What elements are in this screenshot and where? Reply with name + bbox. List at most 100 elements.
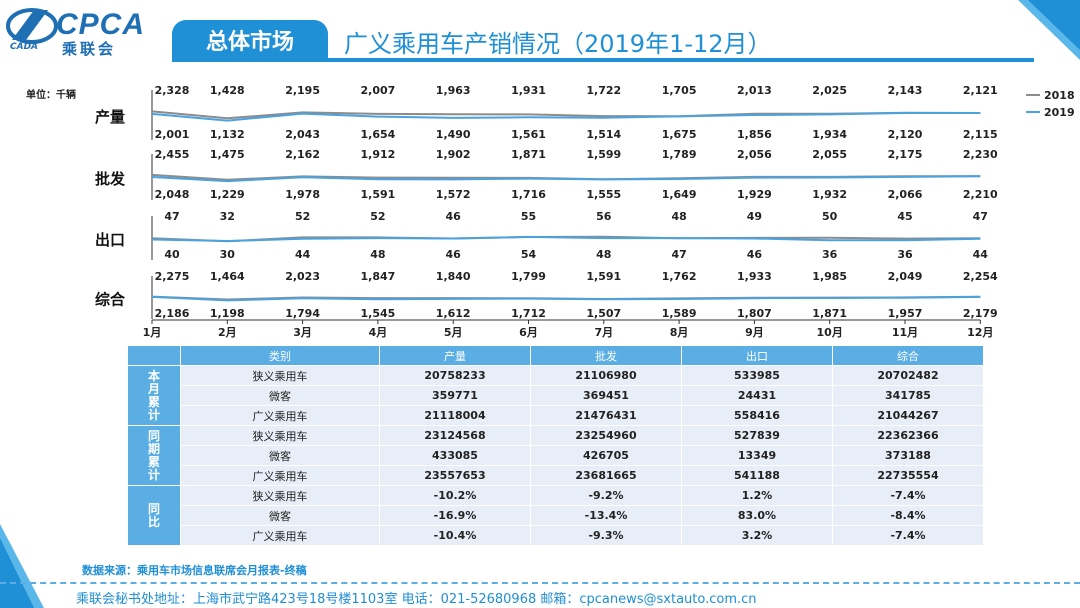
table-value-cell: -16.9%	[379, 505, 531, 526]
data-label-2018: 52	[370, 210, 385, 223]
table-category-cell: 狭义乘用车	[180, 425, 380, 446]
table-value-cell: 341785	[832, 385, 984, 406]
data-label-2018: 1,871	[511, 148, 546, 161]
logo-text: CPCA	[56, 8, 146, 41]
table-value-cell: 373188	[832, 445, 984, 466]
data-label-2019: 1,612	[436, 307, 471, 320]
data-label-2018: 2,328	[155, 84, 190, 97]
x-tick-label: 2月	[218, 326, 237, 339]
data-label-2018: 1,985	[812, 270, 847, 283]
group-label: 产量	[95, 108, 125, 126]
data-label-2018: 52	[295, 210, 310, 223]
data-label-2018: 56	[596, 210, 612, 223]
x-tick-label: 3月	[293, 326, 312, 339]
table-value-cell: -10.2%	[379, 485, 531, 506]
data-label-2019: 1,589	[662, 307, 697, 320]
data-label-2019: 1,871	[812, 307, 847, 320]
table-category-cell: 微客	[180, 385, 380, 406]
data-label-2018: 45	[897, 210, 912, 223]
data-label-2018: 2,455	[155, 148, 190, 161]
data-label-2019: 44	[973, 248, 989, 261]
data-label-2018: 2,175	[888, 148, 923, 161]
x-tick-label: 11月	[892, 326, 918, 339]
table-value-cell: 20758233	[379, 365, 531, 386]
table-value-cell: 533985	[681, 365, 833, 386]
table-value-cell: 23124568	[379, 425, 531, 446]
data-label-2018: 47	[164, 210, 179, 223]
table-value-cell: 20702482	[832, 365, 984, 386]
data-label-2018: 47	[973, 210, 988, 223]
table-header-cell: 产量	[379, 345, 531, 366]
cpca-logo: CPCA 乘联会 CADA	[4, 4, 154, 58]
data-label-2018: 1,963	[436, 84, 471, 97]
data-label-2019: 1,229	[210, 188, 245, 201]
data-label-2019: 1,198	[210, 307, 245, 320]
x-tick-label: 10月	[817, 326, 843, 339]
data-label-2018: 2,143	[888, 84, 923, 97]
x-tick-label: 4月	[369, 326, 388, 339]
data-label-2018: 2,230	[963, 148, 998, 161]
x-tick-label: 7月	[594, 326, 613, 339]
data-label-2019: 2,043	[285, 128, 320, 141]
data-label-2018: 2,025	[812, 84, 847, 97]
table-category-cell: 广义乘用车	[180, 405, 380, 426]
data-label-2018: 1,762	[662, 270, 697, 283]
table-value-cell: -10.4%	[379, 525, 531, 546]
data-label-2019: 2,001	[155, 128, 190, 141]
data-label-2018: 2,056	[737, 148, 772, 161]
table-value-cell: 527839	[681, 425, 833, 446]
data-label-2018: 1,912	[361, 148, 396, 161]
data-label-2019: 40	[164, 248, 180, 261]
page-title: 广义乘用车产销情况（2019年1-12月）	[344, 30, 772, 58]
table-value-cell: -9.3%	[530, 525, 682, 546]
data-label-2018: 1,591	[586, 270, 621, 283]
data-label-2019: 1,555	[586, 188, 621, 201]
data-label-2019: 1,649	[662, 188, 697, 201]
logo-swoosh-icon	[6, 8, 58, 44]
corner-decoration-top-right	[1018, 0, 1080, 60]
table-value-cell: 22735554	[832, 465, 984, 486]
data-label-2019: 1,934	[812, 128, 847, 141]
data-label-2018: 1,475	[210, 148, 245, 161]
corner-decoration-bottom-left	[0, 524, 44, 608]
data-label-2018: 1,428	[210, 84, 245, 97]
table-value-cell: 23254960	[530, 425, 682, 446]
data-label-2018: 50	[822, 210, 838, 223]
table-row: 微客 359771 369451 24431 341785	[128, 385, 984, 406]
data-label-2018: 1,705	[662, 84, 697, 97]
data-label-2019: 55	[521, 210, 536, 223]
table-header-cell: 批发	[530, 345, 682, 366]
table-row: 广义乘用车 21118004 21476431 558416 21044267	[128, 405, 984, 426]
x-tick-label: 5月	[444, 326, 463, 339]
data-label-2019: 1,675	[662, 128, 697, 141]
data-label-2019: 36	[822, 248, 838, 261]
table-value-cell: 21106980	[530, 365, 682, 386]
data-label-2019: 48	[671, 210, 686, 223]
table-header-cell: 出口	[681, 345, 833, 366]
data-label-2018: 2,023	[285, 270, 320, 283]
data-label-2018: 2,055	[812, 148, 847, 161]
data-label-2019: 1,807	[737, 307, 772, 320]
data-label-2019: 48	[370, 248, 385, 261]
x-tick-label: 1月	[143, 326, 162, 339]
table-value-cell: 21044267	[832, 405, 984, 426]
table-value-cell: 433085	[379, 445, 531, 466]
line-chart: 产量 2,328 2,001 1,428 1,132 2,195 2,043 2,007 1,6…	[95, 84, 1075, 339]
data-label-2018: 1,931	[511, 84, 546, 97]
data-label-2018: 1,464	[210, 270, 245, 283]
data-label-2018: 1,840	[436, 270, 471, 283]
data-label-2018: 1,847	[361, 270, 396, 283]
data-label-2018: 46	[446, 210, 462, 223]
data-label-2018: 2,195	[285, 84, 320, 97]
data-label-2018: 49	[747, 210, 762, 223]
data-label-2019: 2,048	[155, 188, 190, 201]
data-label-2019: 44	[295, 248, 311, 261]
table-value-cell: 3.2%	[681, 525, 833, 546]
table-value-cell: 541188	[681, 465, 833, 486]
data-label-2019: 1,132	[210, 128, 245, 141]
group-label: 出口	[95, 231, 125, 249]
data-label-2019: 1,490	[436, 128, 471, 141]
data-label-2019: 1,712	[511, 307, 546, 320]
table-value-cell: 22362366	[832, 425, 984, 446]
data-label-2019: 46	[446, 248, 462, 261]
